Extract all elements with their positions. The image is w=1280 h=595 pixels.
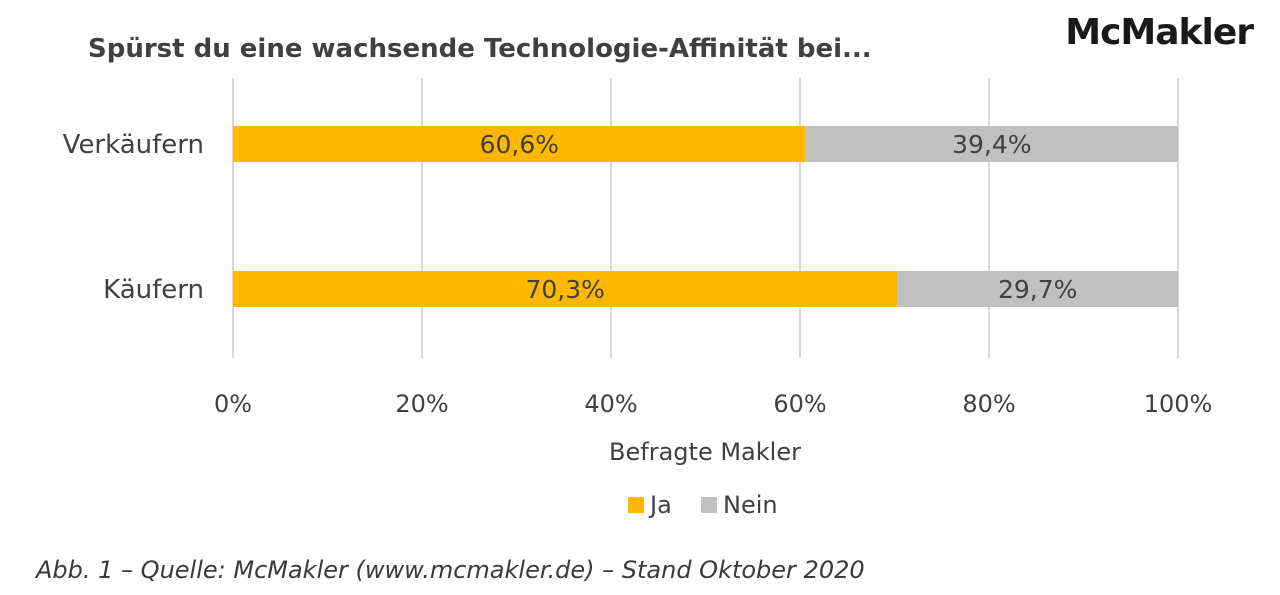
- data-label: 39,4%: [952, 130, 1031, 159]
- legend: Ja Nein: [628, 491, 778, 519]
- legend-label-ja: Ja: [648, 491, 672, 519]
- caption: Abb. 1 – Quelle: McMakler (www.mcmakler.…: [34, 556, 865, 584]
- x-tick-label: 100%: [1144, 390, 1213, 418]
- legend-label-nein: Nein: [723, 491, 778, 519]
- x-axis-title: Befragte Makler: [609, 438, 801, 466]
- data-label: 70,3%: [525, 275, 604, 304]
- category-labels: Verkäufern Käufern: [63, 130, 204, 305]
- x-tick-label: 60%: [773, 390, 826, 418]
- category-label: Käufern: [103, 275, 204, 305]
- brand-logo: McMakler: [1065, 12, 1254, 53]
- gridlines: [232, 78, 1179, 358]
- data-label: 60,6%: [480, 130, 559, 159]
- x-tick-label: 0%: [214, 390, 252, 418]
- bar-ja-verkaeufern: [233, 126, 806, 162]
- x-tick-labels: 0% 20% 40% 60% 80% 100%: [214, 390, 1212, 418]
- category-label: Verkäufern: [63, 130, 204, 160]
- data-label: 29,7%: [998, 275, 1077, 304]
- chart-title: Spürst du eine wachsende Technologie-Aff…: [88, 34, 872, 64]
- bar-nein-verkaeufern: [805, 126, 1178, 162]
- x-tick-label: 40%: [584, 390, 637, 418]
- bars: 60,6% 39,4% 70,3% 29,7%: [233, 126, 1178, 307]
- x-tick-label: 80%: [962, 390, 1015, 418]
- x-tick-label: 20%: [395, 390, 448, 418]
- legend-swatch-nein: [701, 497, 717, 513]
- bar-ja-kaeufern: [233, 271, 898, 307]
- legend-swatch-ja: [628, 497, 644, 513]
- bar-nein-kaeufern: [897, 271, 1178, 307]
